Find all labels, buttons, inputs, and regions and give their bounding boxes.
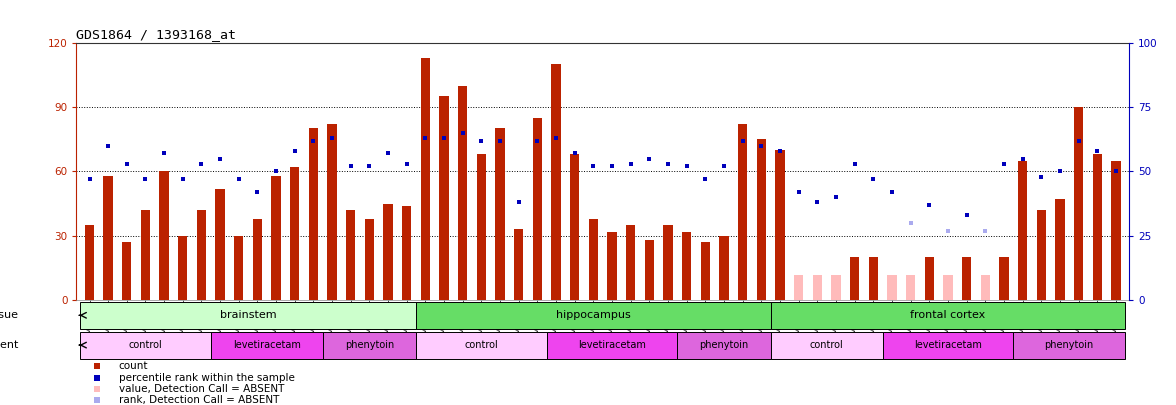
- Bar: [365, 219, 374, 301]
- Bar: [770, 332, 883, 358]
- Bar: [644, 240, 654, 301]
- Bar: [794, 275, 803, 301]
- Bar: [1055, 199, 1064, 301]
- Bar: [962, 258, 971, 301]
- Bar: [1000, 258, 1009, 301]
- Bar: [80, 332, 211, 358]
- Bar: [495, 128, 505, 301]
- Bar: [906, 275, 915, 301]
- Bar: [589, 219, 599, 301]
- Bar: [775, 150, 784, 301]
- Bar: [682, 232, 691, 301]
- Bar: [924, 258, 934, 301]
- Text: levetiracetam: levetiracetam: [914, 340, 982, 350]
- Bar: [677, 332, 770, 358]
- Bar: [440, 96, 449, 301]
- Bar: [80, 302, 416, 329]
- Text: phenytoin: phenytoin: [700, 340, 749, 350]
- Bar: [1018, 161, 1028, 301]
- Bar: [770, 302, 1125, 329]
- Text: percentile rank within the sample: percentile rank within the sample: [119, 373, 294, 383]
- Bar: [103, 176, 113, 301]
- Bar: [383, 204, 393, 301]
- Bar: [1093, 154, 1102, 301]
- Bar: [739, 124, 747, 301]
- Bar: [981, 275, 990, 301]
- Bar: [253, 219, 262, 301]
- Bar: [869, 258, 878, 301]
- Bar: [533, 118, 542, 301]
- Text: frontal cortex: frontal cortex: [910, 310, 985, 320]
- Text: phenytoin: phenytoin: [1044, 340, 1094, 350]
- Bar: [421, 58, 430, 301]
- Bar: [850, 258, 860, 301]
- Bar: [211, 332, 322, 358]
- Bar: [346, 210, 355, 301]
- Text: hippocampus: hippocampus: [556, 310, 630, 320]
- Text: phenytoin: phenytoin: [345, 340, 394, 350]
- Bar: [813, 275, 822, 301]
- Text: levetiracetam: levetiracetam: [579, 340, 646, 350]
- Bar: [402, 206, 412, 301]
- Bar: [178, 236, 187, 301]
- Bar: [122, 242, 132, 301]
- Bar: [141, 210, 151, 301]
- Text: rank, Detection Call = ABSENT: rank, Detection Call = ABSENT: [119, 395, 279, 405]
- Bar: [607, 232, 616, 301]
- Bar: [831, 275, 841, 301]
- Text: control: control: [810, 340, 843, 350]
- Bar: [701, 242, 710, 301]
- Bar: [322, 332, 416, 358]
- Bar: [416, 332, 547, 358]
- Bar: [1014, 332, 1125, 358]
- Text: brainstem: brainstem: [220, 310, 276, 320]
- Text: control: control: [465, 340, 499, 350]
- Bar: [85, 225, 94, 301]
- Bar: [943, 275, 953, 301]
- Bar: [552, 64, 561, 301]
- Bar: [883, 332, 1014, 358]
- Bar: [309, 128, 319, 301]
- Text: agent: agent: [0, 340, 19, 350]
- Bar: [196, 210, 206, 301]
- Bar: [1074, 107, 1083, 301]
- Bar: [720, 236, 729, 301]
- Bar: [416, 302, 770, 329]
- Bar: [459, 85, 467, 301]
- Bar: [272, 176, 281, 301]
- Bar: [514, 230, 523, 301]
- Bar: [626, 225, 635, 301]
- Text: control: control: [128, 340, 162, 350]
- Text: GDS1864 / 1393168_at: GDS1864 / 1393168_at: [76, 28, 236, 41]
- Bar: [1111, 161, 1121, 301]
- Bar: [547, 332, 677, 358]
- Bar: [663, 225, 673, 301]
- Bar: [215, 189, 225, 301]
- Text: tissue: tissue: [0, 310, 19, 320]
- Text: levetiracetam: levetiracetam: [233, 340, 301, 350]
- Bar: [1036, 210, 1045, 301]
- Bar: [887, 275, 896, 301]
- Bar: [290, 167, 300, 301]
- Bar: [234, 236, 243, 301]
- Text: value, Detection Call = ABSENT: value, Detection Call = ABSENT: [119, 384, 283, 394]
- Bar: [160, 171, 169, 301]
- Bar: [756, 139, 766, 301]
- Bar: [570, 154, 580, 301]
- Text: count: count: [119, 361, 148, 371]
- Bar: [327, 124, 336, 301]
- Bar: [476, 154, 486, 301]
